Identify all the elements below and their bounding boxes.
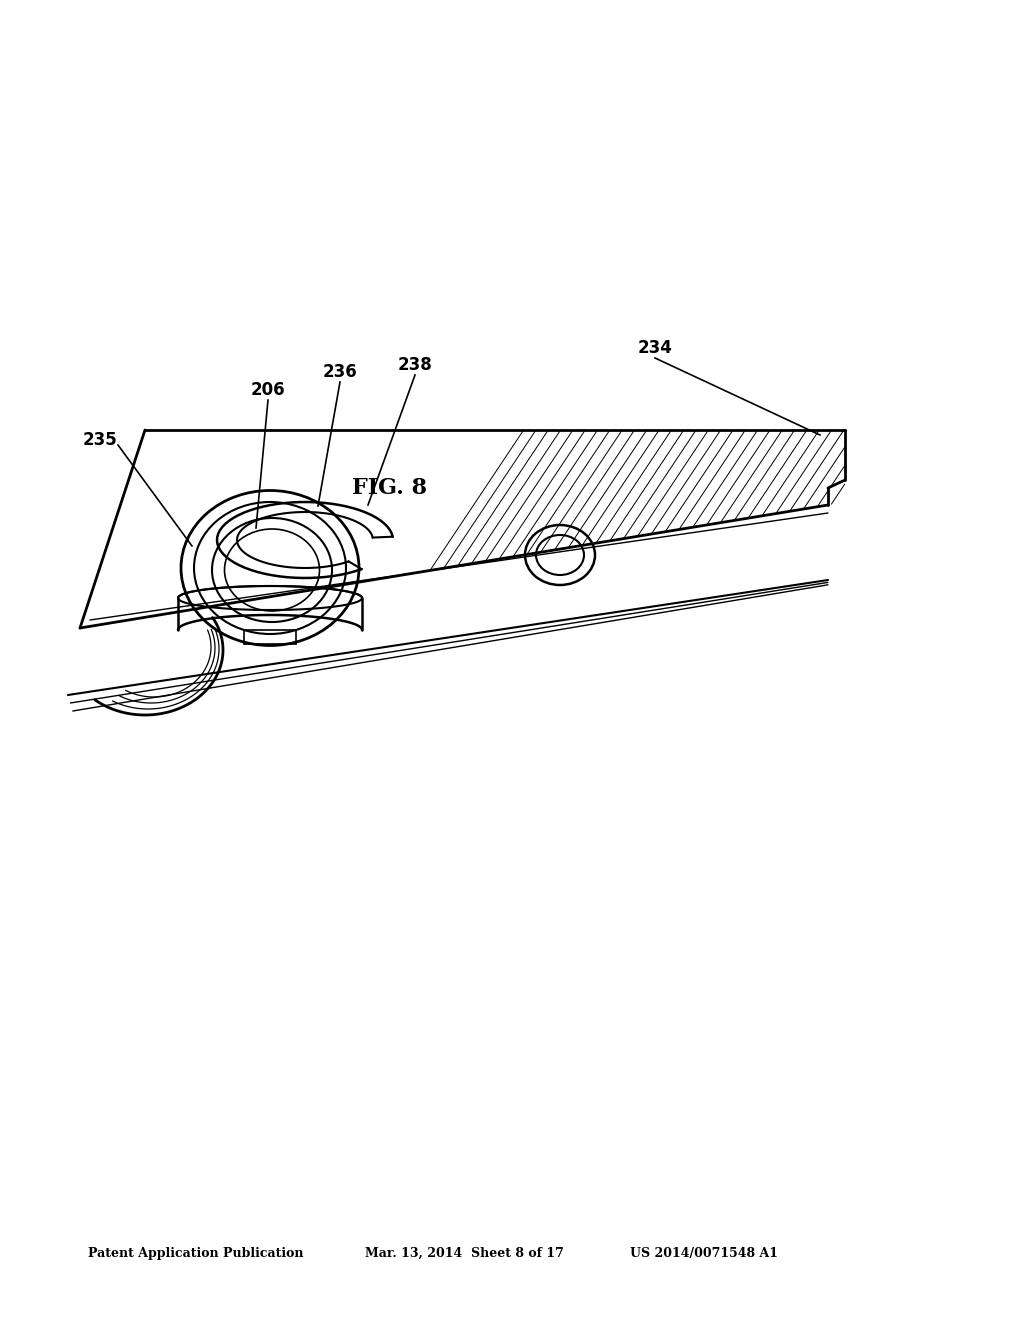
Text: FIG. 8: FIG. 8	[352, 477, 428, 499]
Text: Mar. 13, 2014  Sheet 8 of 17: Mar. 13, 2014 Sheet 8 of 17	[365, 1246, 564, 1259]
Text: 234: 234	[638, 339, 673, 356]
Text: Patent Application Publication: Patent Application Publication	[88, 1246, 303, 1259]
Text: 235: 235	[83, 432, 118, 449]
Text: 238: 238	[397, 356, 432, 374]
Text: US 2014/0071548 A1: US 2014/0071548 A1	[630, 1246, 778, 1259]
Text: 236: 236	[323, 363, 357, 381]
Text: 206: 206	[251, 381, 286, 399]
